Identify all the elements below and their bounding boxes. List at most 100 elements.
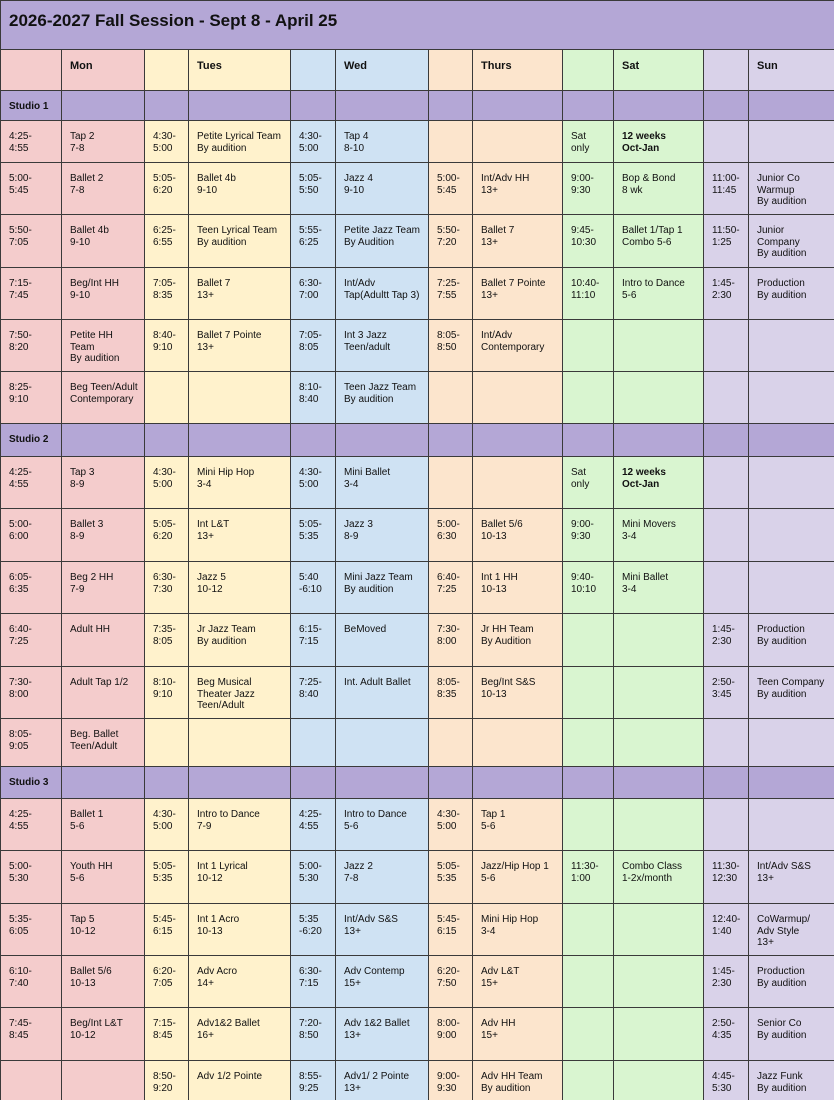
day-header: Mon bbox=[61, 49, 145, 91]
time-cell: 9:00- 9:30 bbox=[562, 508, 614, 562]
class-cell bbox=[472, 718, 563, 767]
time-cell: 5:00- 6:30 bbox=[428, 508, 473, 562]
time-cell: 5:35- 6:05 bbox=[0, 903, 62, 956]
class-cell: Jazz 4 9-10 bbox=[335, 162, 429, 215]
time-cell: 6:40- 7:25 bbox=[0, 613, 62, 667]
time-cell: 8:55- 9:25 bbox=[290, 1060, 336, 1100]
time-cell: 1:45- 2:30 bbox=[703, 613, 749, 667]
time-cell: 11:30- 12:30 bbox=[703, 850, 749, 904]
time-cell: 12:40- 1:40 bbox=[703, 903, 749, 956]
time-cell: 5:05- 5:35 bbox=[290, 508, 336, 562]
class-cell: Beg/Int S&S 10-13 bbox=[472, 666, 563, 719]
class-cell: Ballet 1/Tap 1 Combo 5-6 bbox=[613, 214, 704, 268]
class-cell: Mini Movers 3-4 bbox=[613, 508, 704, 562]
table-row: 8:50- 9:20 Adv 1/2 Pointe 8:55- 9:25 Adv1/ … bbox=[0, 1060, 834, 1100]
time-cell: 6:20- 7:05 bbox=[144, 955, 189, 1008]
table-row: 8:25- 9:10 Beg Teen/Adult Contemporary 8:1… bbox=[0, 371, 834, 424]
time-cell: 5:40 -6:10 bbox=[290, 561, 336, 614]
time-cell: 4:25- 4:55 bbox=[290, 798, 336, 851]
class-cell bbox=[61, 1060, 145, 1100]
day-header: Sat bbox=[613, 49, 704, 91]
studio-bar-cell bbox=[748, 423, 834, 457]
studio-bar-cell bbox=[335, 423, 429, 457]
class-cell: Senior Co By audition bbox=[748, 1007, 834, 1061]
class-cell: Ballet 7 13+ bbox=[472, 214, 563, 268]
class-cell: Youth HH 5-6 bbox=[61, 850, 145, 904]
table-row: 6:05- 6:35 Beg 2 HH 7-9 6:30- 7:30 Jazz 5 1… bbox=[0, 561, 834, 614]
time-cell: 11:50- 1:25 bbox=[703, 214, 749, 268]
table-row: 4:25- 4:55 Tap 2 7-8 4:30- 5:00 Petite Lyri… bbox=[0, 120, 834, 163]
table-row: 6:10- 7:40 Ballet 5/6 10-13 6:20- 7:05 Adv … bbox=[0, 955, 834, 1008]
class-cell: Int 3 Jazz Teen/adult bbox=[335, 319, 429, 372]
time-cell: 5:50- 7:05 bbox=[0, 214, 62, 268]
time-cell: 10:40- 11:10 bbox=[562, 267, 614, 320]
table-row: Studio 1 bbox=[0, 90, 834, 121]
class-cell: Adv1/ 2 Pointe 13+ bbox=[335, 1060, 429, 1100]
class-cell: 12 weeks Oct-Jan bbox=[613, 456, 704, 509]
class-cell: BeMoved bbox=[335, 613, 429, 667]
studio-bar-cell bbox=[428, 90, 473, 121]
class-cell: Adv 1&2 Ballet 13+ bbox=[335, 1007, 429, 1061]
class-cell: Int/Adv Contemporary bbox=[472, 319, 563, 372]
class-cell bbox=[472, 371, 563, 424]
time-cell: 5:00- 6:00 bbox=[0, 508, 62, 562]
class-cell bbox=[613, 1060, 704, 1100]
class-cell: Petite HH Team By audition bbox=[61, 319, 145, 372]
class-cell: Jazz 5 10-12 bbox=[188, 561, 291, 614]
time-cell: 8:00- 9:00 bbox=[428, 1007, 473, 1061]
day-header: Tues bbox=[188, 49, 291, 91]
studio-name: Studio 2 bbox=[0, 423, 62, 457]
time-cell: 7:25- 7:55 bbox=[428, 267, 473, 320]
class-cell: Adv L&T 15+ bbox=[472, 955, 563, 1008]
header-cell bbox=[0, 49, 62, 91]
class-cell: Tap 2 7-8 bbox=[61, 120, 145, 163]
time-cell: Sat only bbox=[562, 456, 614, 509]
class-cell: Ballet 7 Pointe 13+ bbox=[188, 319, 291, 372]
time-cell bbox=[703, 798, 749, 851]
studio-bar-cell bbox=[188, 423, 291, 457]
class-cell: Int/Adv Tap(Adultt Tap 3) bbox=[335, 267, 429, 320]
time-cell: 6:15- 7:15 bbox=[290, 613, 336, 667]
table-row: 7:50- 8:20 Petite HH Team By audition 8:40… bbox=[0, 319, 834, 372]
class-cell: Beg/Int L&T 10-12 bbox=[61, 1007, 145, 1061]
class-cell: Ballet 5/6 10-13 bbox=[472, 508, 563, 562]
class-cell: Mini Hip Hop 3-4 bbox=[472, 903, 563, 956]
time-cell: 7:45- 8:45 bbox=[0, 1007, 62, 1061]
time-cell: 4:30- 5:00 bbox=[290, 120, 336, 163]
time-cell: 7:05- 8:35 bbox=[144, 267, 189, 320]
class-cell: Bop & Bond 8 wk bbox=[613, 162, 704, 215]
time-cell bbox=[703, 371, 749, 424]
time-cell bbox=[428, 456, 473, 509]
class-cell: Beg. Ballet Teen/Adult bbox=[61, 718, 145, 767]
class-cell: Production By audition bbox=[748, 613, 834, 667]
time-cell: 1:45- 2:30 bbox=[703, 955, 749, 1008]
studio-bar-cell bbox=[703, 423, 749, 457]
studio-bar-cell bbox=[613, 766, 704, 799]
studio-bar-cell bbox=[472, 90, 563, 121]
studio-bar-cell bbox=[290, 90, 336, 121]
time-cell bbox=[562, 613, 614, 667]
class-cell: Mini Ballet 3-4 bbox=[335, 456, 429, 509]
class-cell bbox=[472, 456, 563, 509]
class-cell: Beg Musical Theater Jazz Teen/Adult bbox=[188, 666, 291, 719]
class-cell bbox=[748, 561, 834, 614]
class-cell bbox=[748, 798, 834, 851]
class-cell: Jazz/Hip Hop 1 5-6 bbox=[472, 850, 563, 904]
class-cell: Ballet 4b 9-10 bbox=[188, 162, 291, 215]
time-cell bbox=[562, 798, 614, 851]
studio-bar-cell bbox=[748, 90, 834, 121]
table-row: 8:05- 9:05 Beg. Ballet Teen/Adult bbox=[0, 718, 834, 767]
class-cell: Teen Company By audition bbox=[748, 666, 834, 719]
time-cell bbox=[562, 319, 614, 372]
time-cell: 4:30- 5:00 bbox=[428, 798, 473, 851]
studio-bar-cell bbox=[61, 766, 145, 799]
time-cell bbox=[562, 718, 614, 767]
time-cell: 5:05- 6:20 bbox=[144, 508, 189, 562]
time-cell bbox=[0, 1060, 62, 1100]
studio-bar-cell bbox=[562, 423, 614, 457]
class-cell: Mini Jazz Team By audition bbox=[335, 561, 429, 614]
class-cell: Jazz Funk By audition bbox=[748, 1060, 834, 1100]
studio-bar-cell bbox=[61, 90, 145, 121]
time-cell: 6:10- 7:40 bbox=[0, 955, 62, 1008]
time-cell: 6:05- 6:35 bbox=[0, 561, 62, 614]
